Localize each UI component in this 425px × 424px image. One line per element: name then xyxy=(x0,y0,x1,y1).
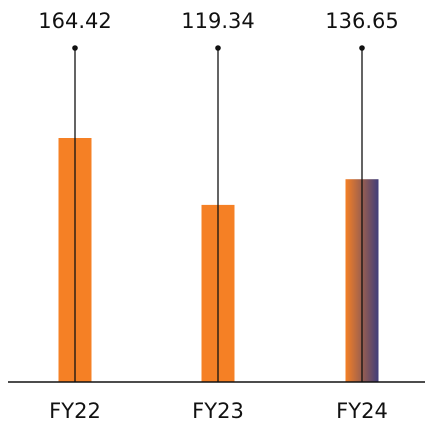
category-label-fy24: FY24 xyxy=(336,399,388,423)
stem-dot-fy22 xyxy=(72,45,78,51)
stem-dot-fy24 xyxy=(359,45,365,51)
category-label-fy22: FY22 xyxy=(49,399,101,423)
value-label-fy22: 164.42 xyxy=(38,9,111,33)
category-label-fy23: FY23 xyxy=(192,399,244,423)
value-label-fy23: 119.34 xyxy=(181,9,254,33)
stem-dot-fy23 xyxy=(215,45,221,51)
value-label-fy24: 136.65 xyxy=(325,9,398,33)
